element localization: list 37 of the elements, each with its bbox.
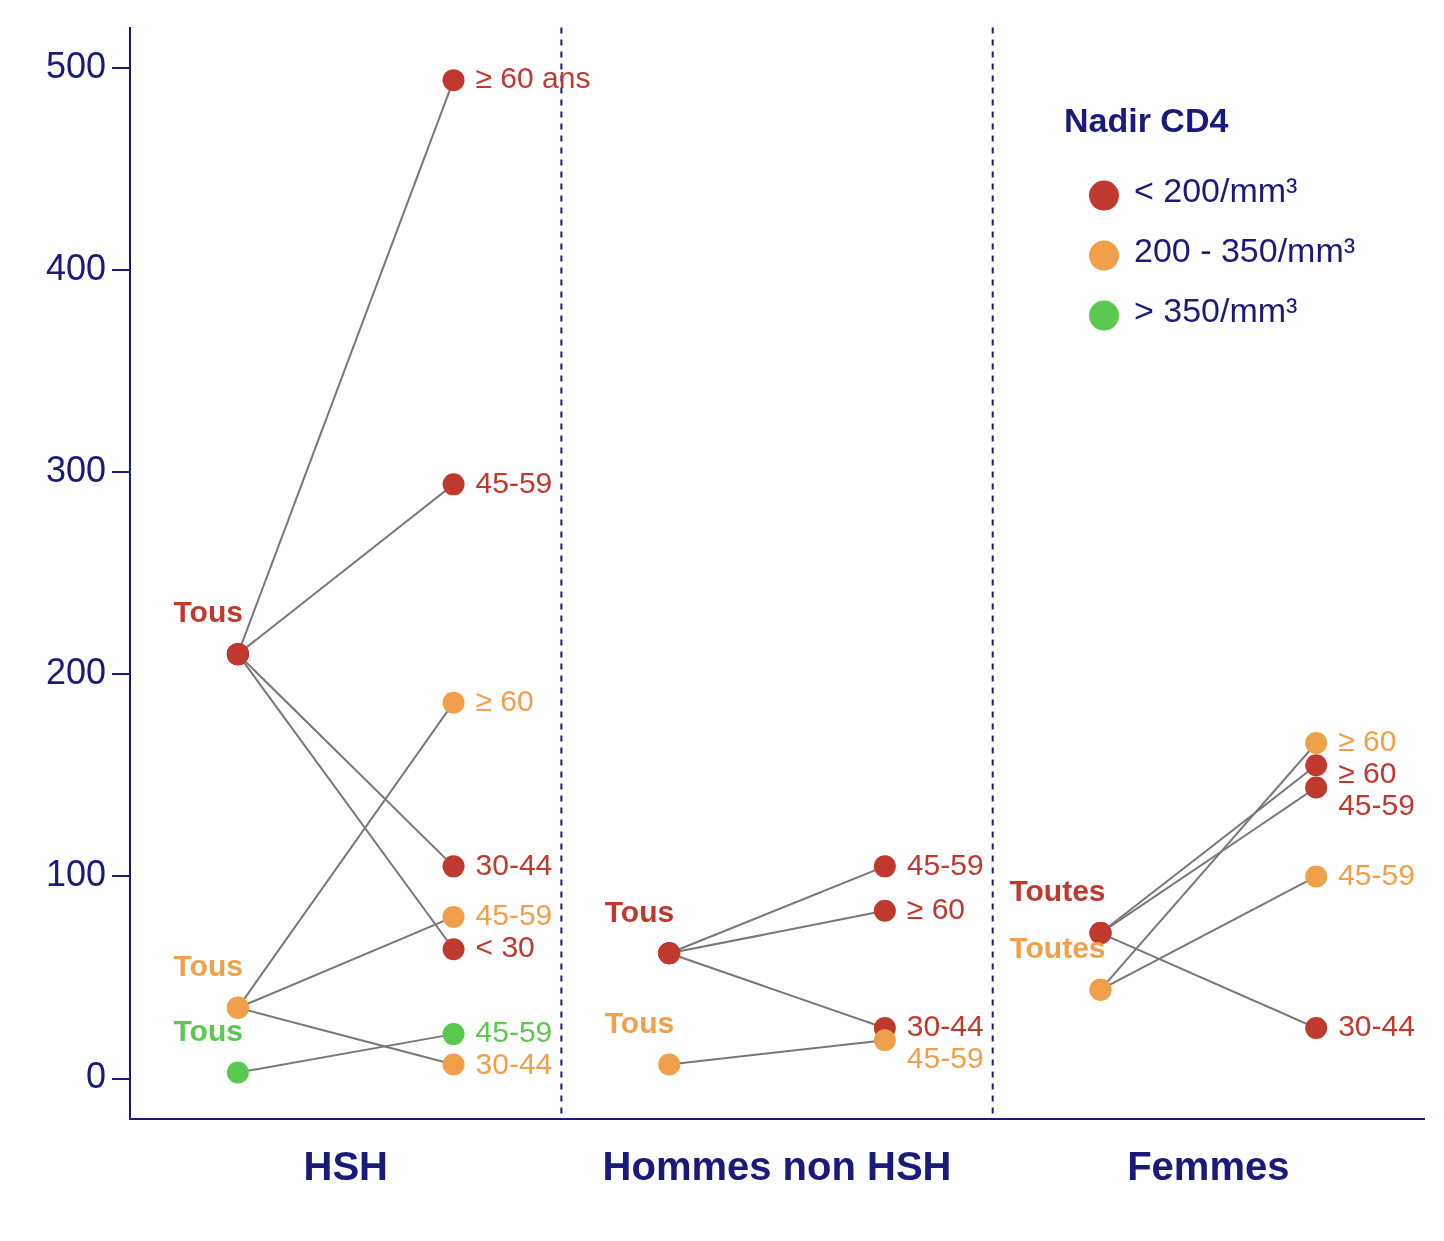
legend-label: 200 - 350/mm³ bbox=[1134, 230, 1356, 269]
data-label: 45-59 bbox=[906, 847, 984, 881]
data-label: < 30 bbox=[475, 930, 535, 964]
y-tick-label: 400 bbox=[45, 247, 107, 289]
data-label: 45-59 bbox=[475, 898, 553, 932]
data-label: 45-59 bbox=[1338, 788, 1415, 822]
text: HSH bbox=[303, 1144, 388, 1189]
data-label: Toutes bbox=[1009, 930, 1106, 964]
data-label: Tous bbox=[604, 894, 675, 928]
data-label: ≥ 60 bbox=[906, 892, 966, 926]
data-label: ≥ 60 bbox=[1338, 756, 1397, 790]
data-label: ≥ 60 bbox=[475, 683, 534, 717]
y-tick-label: 100 bbox=[45, 853, 107, 895]
data-label: 45-59 bbox=[475, 1015, 553, 1049]
data-label: Tous bbox=[173, 595, 243, 629]
y-tick-label: 300 bbox=[45, 449, 107, 491]
data-label: 45-59 bbox=[475, 465, 553, 499]
y-tick-label: 0 bbox=[86, 1055, 107, 1097]
text: Femmes bbox=[1127, 1144, 1290, 1189]
data-label: 30-44 bbox=[475, 847, 553, 881]
data-label: 45-59 bbox=[906, 1041, 984, 1075]
y-tick-label: 500 bbox=[45, 44, 107, 86]
legend-label: < 200/mm³ bbox=[1134, 170, 1298, 209]
data-label: 45-59 bbox=[1338, 857, 1415, 891]
data-label: Tous bbox=[173, 949, 243, 983]
y-tick-label: 200 bbox=[45, 651, 107, 693]
data-label: Tous bbox=[173, 1013, 243, 1047]
text: Hommes non HSH bbox=[602, 1144, 952, 1189]
legend-title: Nadir CD4 bbox=[1064, 100, 1229, 139]
data-label: ≥ 60 bbox=[1338, 724, 1397, 758]
legend-label: > 350/mm³ bbox=[1134, 290, 1298, 329]
data-label: Toutes bbox=[1009, 874, 1106, 908]
data-label: 30-44 bbox=[475, 1047, 553, 1081]
data-label: 30-44 bbox=[906, 1009, 984, 1043]
data-label: 30-44 bbox=[1338, 1009, 1415, 1043]
data-label: Tous bbox=[604, 1005, 675, 1039]
data-label: ≥ 60 ans bbox=[475, 61, 591, 95]
